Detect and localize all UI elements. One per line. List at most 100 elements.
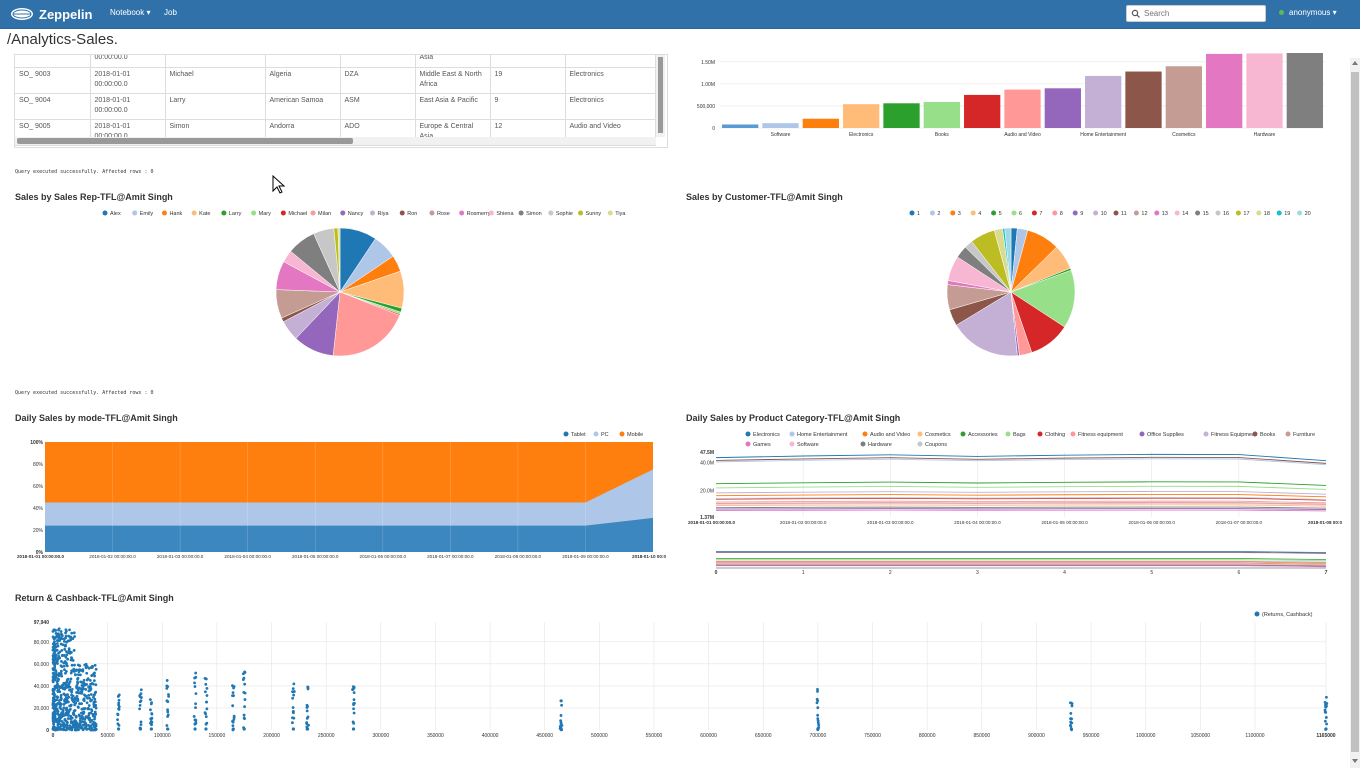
area-legend-swatch xyxy=(593,431,599,437)
scatter-point xyxy=(1325,695,1328,699)
pie1-legend-swatch xyxy=(132,210,138,216)
scatter-point xyxy=(62,639,66,643)
scatter-ytick: 97,940 xyxy=(34,620,50,626)
scatter-point xyxy=(72,709,76,713)
table-cell: Asia xyxy=(415,55,491,68)
bar xyxy=(722,124,759,128)
scatter-point xyxy=(352,691,356,695)
pie1-legend-label: Alex xyxy=(110,211,121,217)
table-cell xyxy=(15,55,91,68)
scatter-point xyxy=(80,714,84,718)
zeppelin-logo[interactable]: Zeppelin xyxy=(10,4,92,24)
scatter-point xyxy=(53,637,56,641)
scatter-point xyxy=(57,671,61,675)
scroll-up-icon[interactable] xyxy=(1352,61,1358,65)
line-legend-swatch xyxy=(1070,431,1076,437)
note-title: /Analytics-Sales. xyxy=(7,31,118,48)
pie2-legend-label: 7 xyxy=(1039,211,1042,217)
scatter-point xyxy=(59,698,63,702)
scatter-point xyxy=(54,726,58,730)
job-menu[interactable]: Job xyxy=(164,8,177,17)
bar xyxy=(1044,88,1081,128)
scatter-point xyxy=(93,674,96,678)
scatter-point xyxy=(64,683,68,687)
pie2-legend-label: 4 xyxy=(978,211,981,217)
table-hscroll-thumb[interactable] xyxy=(17,138,353,144)
scatter-point xyxy=(67,710,71,714)
scatter-point xyxy=(559,699,563,703)
scatter-point xyxy=(57,684,61,688)
scatter-point xyxy=(59,630,63,633)
table-vertical-scrollbar[interactable] xyxy=(656,55,665,137)
scatter-point xyxy=(205,721,209,725)
scatter-point xyxy=(93,691,97,695)
scatter-point xyxy=(352,721,356,725)
pie2-legend-swatch xyxy=(1235,210,1241,216)
line-series xyxy=(715,453,1327,462)
scatter-point xyxy=(53,720,57,723)
scatter-point xyxy=(88,679,92,682)
scatter-point xyxy=(242,727,246,731)
pie1-legend-label: Emily xyxy=(140,211,154,217)
scatter-point xyxy=(55,712,59,715)
bar xyxy=(1286,53,1323,128)
page-scrollbar-thumb[interactable] xyxy=(1351,72,1359,752)
navigator-xtick: 2 xyxy=(889,570,892,576)
scatter-xtick: 750000 xyxy=(864,733,881,739)
line-xtick: 2018-01-02 00:00:00.0 xyxy=(780,520,827,525)
scatter-xtick: 550000 xyxy=(646,733,663,739)
page-scrollbar[interactable] xyxy=(1350,58,1360,768)
scatter-point xyxy=(57,628,60,632)
scatter-point xyxy=(62,706,66,710)
scatter-point xyxy=(64,644,68,648)
notebook-menu[interactable]: Notebook ▾ xyxy=(110,8,151,17)
area-legend-label: PC xyxy=(601,432,609,438)
scatter-point xyxy=(87,666,91,670)
table-cell: 00:00:00.0 xyxy=(90,55,166,68)
area-legend-label: Mobile xyxy=(627,432,643,438)
scatter-point xyxy=(88,686,92,690)
scatter-point xyxy=(85,727,89,731)
pie2-legend-label: 17 xyxy=(1243,211,1249,217)
scatter-point xyxy=(85,678,89,682)
scatter-point xyxy=(66,685,69,689)
scatter-ytick: 40,000 xyxy=(34,684,50,690)
pie2-legend-swatch xyxy=(1195,210,1201,216)
search-input[interactable] xyxy=(1141,9,1264,18)
category-line-chart: Electronics Home Entertainment Audio and V… xyxy=(688,431,1342,576)
scatter-point xyxy=(193,676,197,680)
table-vscroll-thumb[interactable] xyxy=(658,57,663,133)
search-box[interactable] xyxy=(1126,5,1266,22)
scatter-point xyxy=(52,655,55,659)
line-series xyxy=(715,506,1327,509)
scatter-point xyxy=(66,717,70,720)
scatter-point xyxy=(51,629,55,633)
bar-xtick: Home Entertainment xyxy=(1080,132,1126,138)
scatter-point xyxy=(68,628,71,632)
scatter-point xyxy=(89,720,92,724)
navigator-series xyxy=(716,563,1327,565)
scroll-down-icon[interactable] xyxy=(1352,759,1358,763)
scatter-point xyxy=(816,699,820,703)
scatter-point xyxy=(138,703,142,707)
scatter-point xyxy=(73,635,76,638)
scatter-point xyxy=(75,685,78,689)
pie1-legend-label: Simon xyxy=(526,211,542,217)
scatter-point xyxy=(56,662,59,665)
scatter-point xyxy=(63,686,67,690)
scatter-point xyxy=(90,682,94,685)
scatter-point xyxy=(93,717,96,721)
scatter-point xyxy=(60,674,64,678)
scatter-point xyxy=(82,678,86,682)
pie1-legend-label: Shiena xyxy=(496,211,514,217)
user-menu[interactable]: anonymous ▾ xyxy=(1279,8,1337,17)
area-xtick: 2018-01-09 00:00:00.0 xyxy=(562,554,609,559)
scatter-point xyxy=(52,693,56,697)
line-legend-label: Electronics xyxy=(753,432,780,438)
pie2-legend-swatch xyxy=(1256,210,1262,216)
bar-ytick: 1.50M xyxy=(701,60,715,66)
scatter-point xyxy=(243,670,247,674)
scatter-point xyxy=(53,628,57,632)
line-legend-swatch xyxy=(1139,431,1145,437)
table-horizontal-scrollbar[interactable] xyxy=(15,137,656,145)
